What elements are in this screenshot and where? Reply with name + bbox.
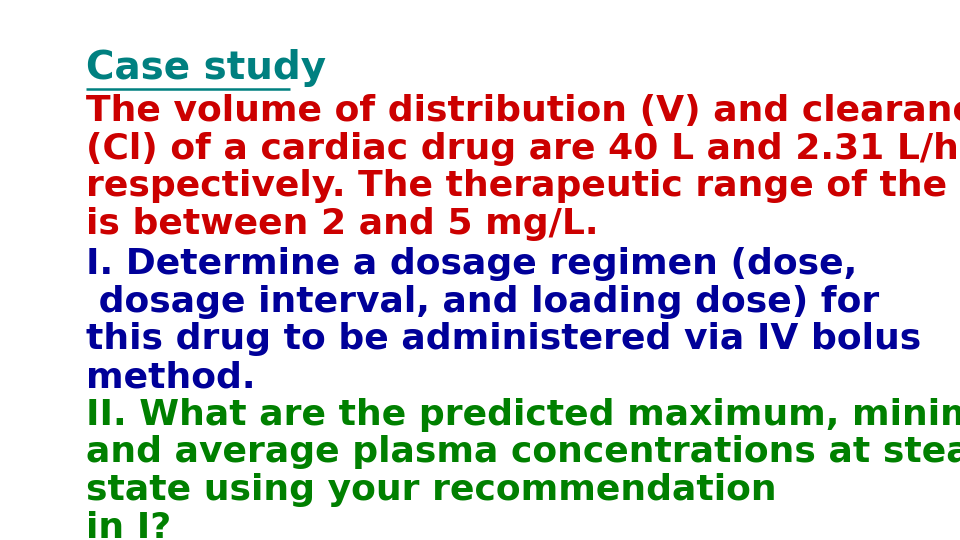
Text: II. What are the predicted maximum, minimum,: II. What are the predicted maximum, mini… (85, 397, 960, 431)
Text: state using your recommendation: state using your recommendation (85, 473, 777, 507)
Text: this drug to be administered via IV bolus: this drug to be administered via IV bolu… (85, 322, 921, 356)
Text: I. Determine a dosage regimen (dose,: I. Determine a dosage regimen (dose, (85, 247, 857, 281)
Text: (Cl) of a cardiac drug are 40 L and 2.31 L/h,: (Cl) of a cardiac drug are 40 L and 2.31… (85, 132, 960, 166)
Text: in I?: in I? (85, 511, 171, 540)
Text: respectively. The therapeutic range of the drug: respectively. The therapeutic range of t… (85, 170, 960, 204)
Text: Case study: Case study (85, 50, 325, 87)
Text: method.: method. (85, 360, 255, 394)
Text: is between 2 and 5 mg/L.: is between 2 and 5 mg/L. (85, 207, 598, 241)
Text: dosage interval, and loading dose) for: dosage interval, and loading dose) for (85, 285, 879, 319)
Text: and average plasma concentrations at steady: and average plasma concentrations at ste… (85, 435, 960, 469)
Text: The volume of distribution (V) and clearance: The volume of distribution (V) and clear… (85, 94, 960, 128)
